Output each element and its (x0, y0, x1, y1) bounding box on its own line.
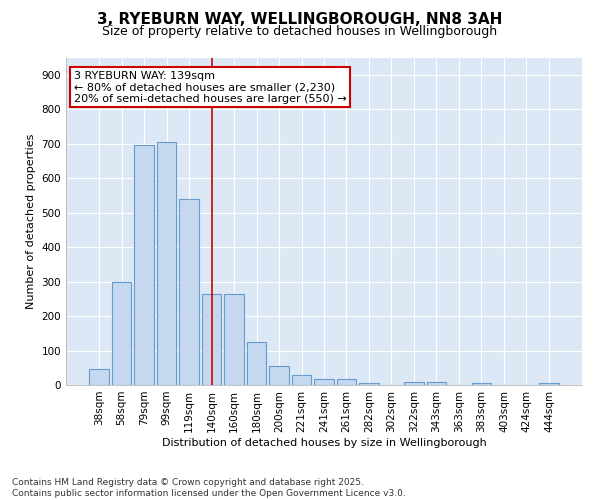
Bar (157, 142, 176, 385)
Text: 3, RYEBURN WAY, WELLINGBOROUGH, NN8 3AH: 3, RYEBURN WAY, WELLINGBOROUGH, NN8 3AH (97, 12, 503, 28)
Bar (472, 384, 491, 385)
Bar (337, 379, 356, 385)
Bar (404, 382, 424, 385)
Text: Size of property relative to detached houses in Wellingborough: Size of property relative to detached ho… (103, 25, 497, 38)
Text: Contains HM Land Registry data © Crown copyright and database right 2025.
Contai: Contains HM Land Registry data © Crown c… (12, 478, 406, 498)
Bar (292, 376, 311, 385)
Text: 3 RYEBURN WAY: 139sqm
← 80% of detached houses are smaller (2,230)
20% of semi-d: 3 RYEBURN WAY: 139sqm ← 80% of detached … (74, 70, 346, 104)
Y-axis label: Number of detached properties: Number of detached properties (26, 134, 36, 309)
Bar (134, 146, 154, 385)
Bar (112, 282, 131, 385)
Bar (247, 342, 266, 385)
Bar (202, 294, 221, 385)
Bar (89, 370, 109, 385)
Bar (539, 384, 559, 385)
Bar (314, 379, 334, 385)
Bar (427, 382, 446, 385)
X-axis label: Distribution of detached houses by size in Wellingborough: Distribution of detached houses by size … (161, 438, 487, 448)
Bar (224, 294, 244, 385)
Bar (269, 366, 289, 385)
Bar (179, 199, 199, 385)
Bar (359, 384, 379, 385)
